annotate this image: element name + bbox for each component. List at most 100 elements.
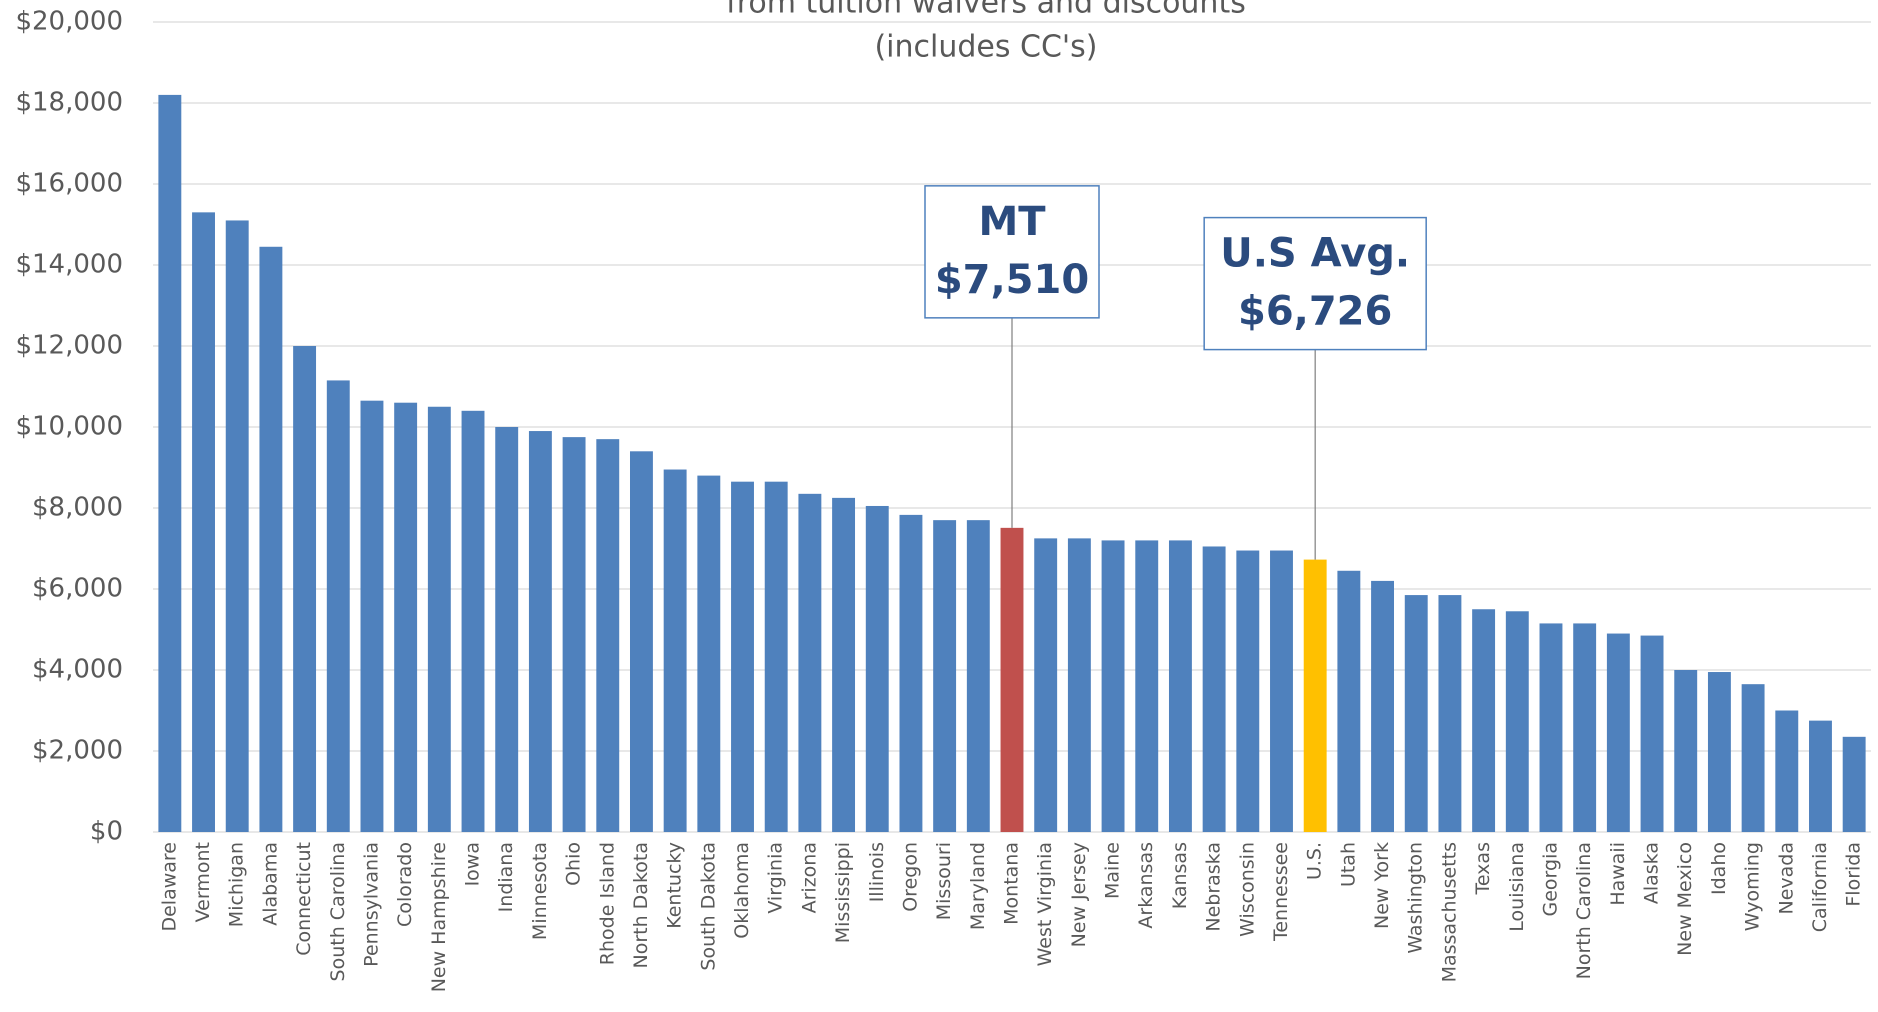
bar (1775, 710, 1799, 832)
bar (461, 410, 485, 832)
x-tick-label: South Dakota (697, 842, 719, 971)
x-tick-label: U.S. (1304, 842, 1326, 880)
bar (697, 475, 721, 832)
x-tick-label: Kansas (1169, 842, 1191, 909)
y-tick-label: $0 (90, 817, 123, 847)
x-tick-label: Rhode Island (596, 842, 618, 965)
bar (1707, 672, 1731, 832)
x-tick-label: Pennsylvania (360, 842, 382, 967)
bar (1236, 550, 1260, 832)
bar (899, 514, 923, 832)
bar (1067, 538, 1091, 832)
x-tick-label: Alaska (1641, 842, 1663, 904)
bar (832, 497, 856, 832)
x-tick-label: Illinois (866, 842, 888, 902)
y-tick-label: $14,000 (15, 250, 123, 280)
bar (1842, 736, 1866, 832)
bar (427, 406, 451, 832)
bar (1168, 540, 1192, 832)
y-tick-label: $16,000 (15, 169, 123, 199)
x-tick-label: Florida (1843, 842, 1865, 907)
x-tick-label: Hawaii (1607, 842, 1629, 906)
bar (1606, 633, 1630, 832)
bar (1472, 609, 1496, 832)
x-tick-label: Montana (1001, 842, 1023, 925)
y-tick-label: $12,000 (15, 331, 123, 361)
x-tick-label: Wyoming (1742, 842, 1764, 931)
bar (1202, 546, 1226, 832)
x-tick-label: Colorado (394, 842, 416, 927)
x-tick-label: Maine (1102, 842, 1124, 899)
bar (1438, 595, 1462, 832)
x-tick-label: Ohio (563, 842, 585, 886)
bar (629, 451, 653, 832)
bar (293, 346, 317, 832)
x-tick-label: Idaho (1708, 842, 1730, 895)
bar (326, 380, 350, 832)
bar (562, 437, 586, 832)
chart-title: from tuition waivers and discounts (726, 0, 1246, 21)
x-tick-label: Connecticut (293, 842, 315, 956)
bar (1371, 580, 1395, 832)
callout-text: U.S Avg. (1220, 231, 1410, 277)
x-tick-label: Michigan (226, 842, 248, 927)
x-tick-label: Massachusetts (1438, 842, 1460, 982)
bar (933, 520, 957, 832)
bar (966, 520, 990, 832)
bar (225, 220, 249, 832)
x-tick-label: Alabama (259, 842, 281, 926)
bar (663, 469, 687, 832)
x-tick-label: California (1809, 842, 1831, 932)
x-tick-label: Kentucky (664, 842, 686, 929)
y-tick-label: $18,000 (15, 88, 123, 118)
x-tick-label: Texas (1472, 842, 1494, 896)
x-tick-label: Minnesota (529, 842, 551, 940)
callout-text: $6,726 (1238, 289, 1392, 335)
x-tick-label: Virginia (765, 842, 787, 914)
x-tick-label: Louisiana (1506, 842, 1528, 932)
bar (1640, 635, 1664, 832)
x-tick-label: New Mexico (1674, 842, 1696, 956)
bar (1270, 550, 1293, 832)
x-tick-label: Arkansas (1135, 842, 1157, 929)
bar (1809, 720, 1832, 832)
y-tick-label: $2,000 (32, 736, 123, 766)
bar (1034, 538, 1058, 832)
x-tick-label: Missouri (933, 842, 955, 920)
chart-subtitle: (includes CC's) (874, 30, 1097, 65)
callout-text: MT (978, 199, 1046, 245)
bar (495, 427, 519, 832)
x-tick-label: Tennessee (1270, 842, 1292, 942)
bar (596, 439, 620, 832)
bar (764, 481, 788, 832)
x-tick-label: Indiana (495, 842, 517, 912)
bar (158, 94, 182, 832)
bar (259, 246, 283, 832)
y-tick-label: $20,000 (15, 7, 123, 37)
bar (1303, 559, 1327, 832)
x-tick-label: New York (1371, 842, 1393, 929)
x-tick-label: Maryland (967, 842, 989, 930)
x-tick-label: West Virginia (1034, 842, 1056, 966)
bar (1539, 623, 1563, 832)
x-tick-label: New Jersey (1068, 842, 1090, 947)
bar (192, 212, 215, 833)
x-tick-label: Arizona (798, 842, 820, 913)
x-tick-label: Mississippi (832, 842, 854, 943)
x-tick-label: New Hampshire (428, 842, 450, 992)
x-tick-label: Vermont (192, 842, 214, 922)
bar (1000, 527, 1024, 832)
bar (528, 431, 552, 832)
bar (1135, 540, 1159, 832)
bar (360, 400, 384, 832)
x-tick-label: North Dakota (630, 842, 652, 969)
bar (865, 505, 889, 832)
x-tick-label: Oregon (899, 842, 921, 912)
x-tick-label: Oklahoma (731, 842, 753, 939)
callout-text: $7,510 (935, 257, 1089, 303)
x-tick-label: Georgia (1539, 842, 1561, 917)
bar (1674, 670, 1698, 832)
bar (731, 481, 754, 832)
x-tick-label: Utah (1337, 842, 1359, 887)
bar (1741, 684, 1765, 832)
